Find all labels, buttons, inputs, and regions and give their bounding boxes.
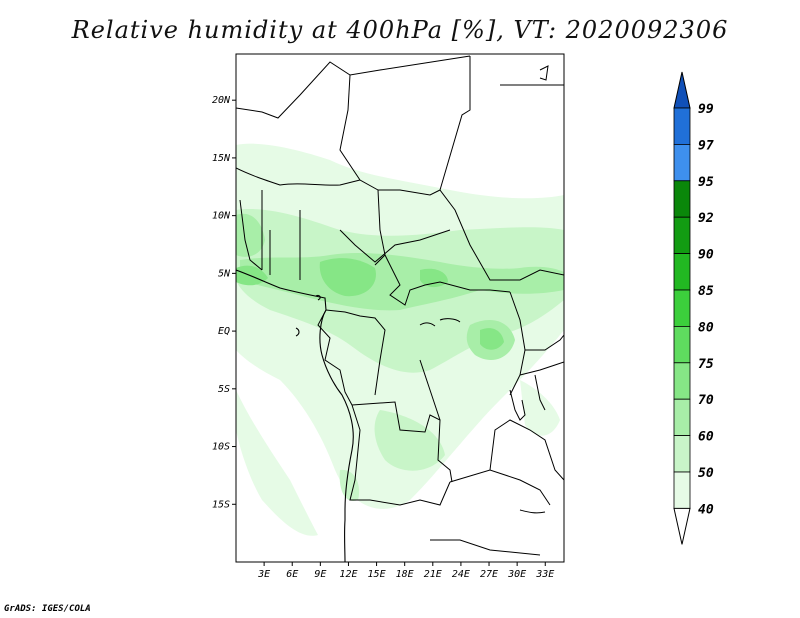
lon-tick-label: 24E: [452, 569, 470, 580]
colorbar-label: 60: [698, 430, 714, 445]
lon-tick-label: 27E: [480, 569, 498, 580]
colorbar-segment: [673, 143, 691, 182]
humidity-shading: [236, 143, 564, 536]
humidity-region-peak-east: [480, 328, 504, 350]
colorbar-segment: [673, 289, 691, 327]
colorbar-segment: [673, 180, 691, 218]
colorbar-segment: [673, 107, 691, 145]
lon-tick-label: 30E: [507, 569, 526, 580]
lon-tick-label: 18E: [396, 569, 414, 580]
colorbar-label: 92: [698, 211, 714, 226]
lat-tick-label: 5N: [218, 268, 231, 279]
lat-tick-label: 15N: [212, 153, 231, 164]
colorbar-segment: [673, 253, 691, 291]
lat-tick-label: EQ: [218, 326, 230, 337]
humidity-region-south: [374, 410, 445, 471]
colorbar-label: 97: [698, 138, 714, 153]
colorbar: 99 97 95 92 90 85 80 75 70 60 50 40: [673, 71, 714, 545]
lat-tick-label: 15S: [212, 499, 230, 510]
colorbar-segment: [673, 325, 691, 364]
credit-label: GrADS: IGES/COLA: [4, 604, 91, 614]
colorbar-segment: [673, 398, 691, 437]
colorbar-label: 85: [698, 284, 714, 299]
humidity-region-peak: [319, 258, 376, 297]
colorbar-label: 90: [698, 248, 714, 263]
lat-tick-label: 10S: [212, 442, 230, 453]
humidity-region-angola: [339, 469, 360, 501]
country-borders: [236, 55, 564, 556]
latitude-axis: 20N 15N 10N 5N EQ 5S 10S 15S: [212, 95, 236, 510]
colorbar-label: 95: [698, 175, 714, 190]
colorbar-label: 99: [698, 102, 714, 117]
colorbar-segment: [673, 471, 691, 509]
lat-tick-label: 10N: [212, 211, 231, 222]
longitude-axis: 3E 6E 9E 12E 15E 18E 21E 24E 27E 30E 33E: [257, 562, 554, 580]
lon-tick-label: 3E: [257, 569, 270, 580]
lat-tick-label: 5S: [218, 384, 230, 395]
lon-tick-label: 33E: [535, 569, 554, 580]
lon-tick-label: 15E: [368, 569, 386, 580]
colorbar-segment: [673, 362, 691, 400]
colorbar-segment: [673, 435, 691, 473]
lon-tick-label: 9E: [314, 569, 326, 580]
colorbar-label: 75: [698, 357, 714, 372]
map-frame: [235, 53, 565, 563]
colorbar-top-triangle: [673, 71, 691, 109]
colorbar-label: 50: [698, 466, 714, 481]
lon-tick-label: 21E: [424, 569, 442, 580]
lat-tick-label: 20N: [212, 95, 231, 106]
map-title: Relative humidity at 400hPa [%], VT: 202…: [71, 16, 729, 44]
colorbar-segment: [673, 216, 691, 254]
colorbar-label: 70: [698, 393, 714, 408]
colorbar-label: 40: [698, 502, 714, 517]
humidity-region-peak-west: [236, 265, 268, 286]
colorbar-label: 80: [698, 320, 714, 335]
lon-tick-label: 6E: [286, 569, 298, 580]
colorbar-bottom-triangle: [673, 507, 691, 545]
humidity-region-southwest: [236, 390, 318, 536]
lon-tick-label: 12E: [339, 569, 357, 580]
coastline: [236, 269, 354, 562]
humidity-region-east: [520, 380, 560, 436]
